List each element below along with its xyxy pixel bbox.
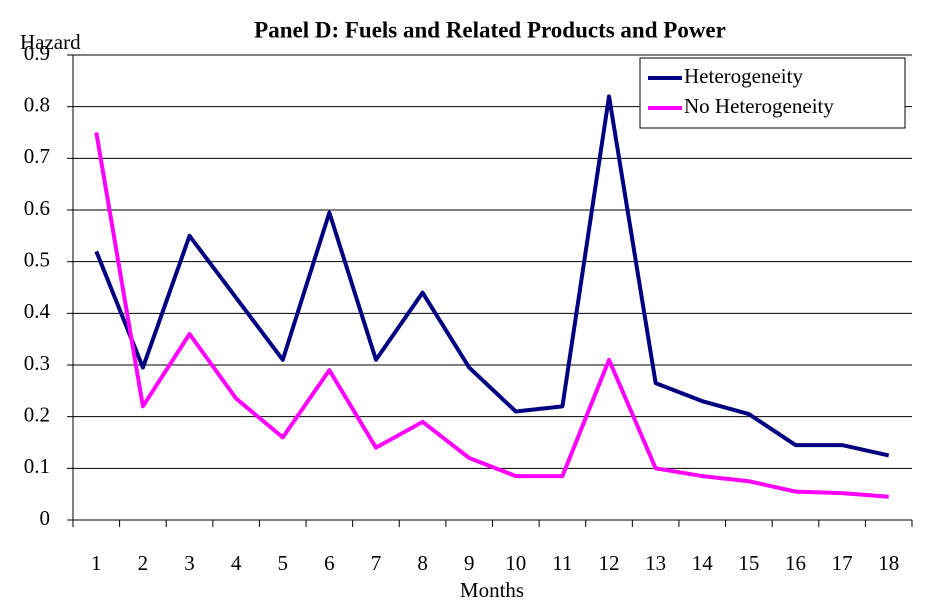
x-tick-label: 2 xyxy=(138,551,149,575)
legend-label: No Heterogeneity xyxy=(684,94,834,118)
x-tick-label: 1 xyxy=(91,551,102,575)
x-tick-label: 17 xyxy=(832,551,853,575)
x-tick-label: 8 xyxy=(417,551,428,575)
legend-label: Heterogeneity xyxy=(684,64,803,88)
x-tick-label: 16 xyxy=(785,551,806,575)
legend-box xyxy=(639,57,906,129)
chart-title: Panel D: Fuels and Related Products and … xyxy=(254,17,726,42)
x-tick-label: 5 xyxy=(278,551,289,575)
y-tick-label: 0.6 xyxy=(24,196,50,220)
y-tick-label: 0.7 xyxy=(24,144,50,168)
y-tick-label: 0.4 xyxy=(24,299,51,323)
y-tick-label: 0 xyxy=(40,506,51,530)
x-tick-label: 12 xyxy=(599,551,620,575)
y-tick-label: 0.9 xyxy=(24,41,50,65)
y-axis-label: Hazard xyxy=(20,30,81,54)
x-tick-label: 15 xyxy=(738,551,759,575)
series-line xyxy=(94,94,890,458)
y-tick-label: 0.8 xyxy=(24,92,50,116)
x-tick-label: 10 xyxy=(505,551,526,575)
x-tick-label: 13 xyxy=(645,551,666,575)
x-tick-label: 11 xyxy=(552,551,572,575)
y-tick-label: 0.5 xyxy=(24,247,50,271)
x-tick-label: 14 xyxy=(692,551,714,575)
x-tick-label: 6 xyxy=(324,551,335,575)
series-line xyxy=(94,132,889,499)
y-tick-label: 0.2 xyxy=(24,402,50,426)
x-tick-label: 18 xyxy=(878,551,899,575)
y-tick-label: 0.3 xyxy=(24,351,50,375)
x-tick-label: 9 xyxy=(464,551,475,575)
x-axis-label: Months xyxy=(460,578,524,602)
x-tick-label: 4 xyxy=(231,551,242,575)
y-tick-label: 0.1 xyxy=(24,454,50,478)
x-tick-label: 3 xyxy=(184,551,195,575)
x-tick-label: 7 xyxy=(371,551,382,575)
